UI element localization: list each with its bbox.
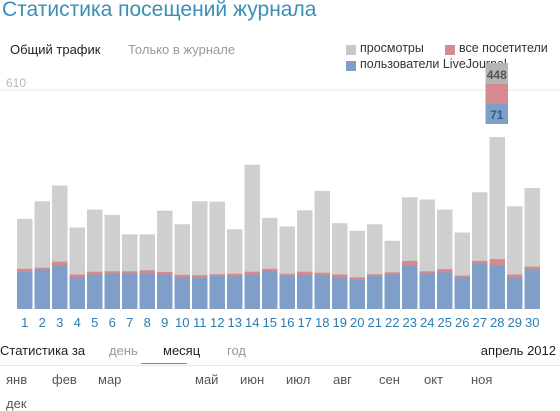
period-month[interactable]: месяц <box>163 343 201 358</box>
current-period: апрель 2012 <box>480 343 556 358</box>
bar-lj-users-5 <box>87 274 103 309</box>
month-sep[interactable]: сен <box>379 372 400 387</box>
month-oct[interactable]: окт <box>424 372 444 387</box>
bar-lj-users-30 <box>524 269 540 309</box>
bar-lj-users-7 <box>122 273 138 309</box>
bar-lj-users-23 <box>402 265 418 309</box>
legend-swatch-all-visitors <box>445 45 455 55</box>
bar-lj-users-11 <box>192 278 208 309</box>
x-tick-label-3: 3 <box>56 315 63 330</box>
tooltip-lj-value: 71 <box>490 108 504 122</box>
tooltip-views-box <box>485 63 508 84</box>
bar-lj-users-21 <box>367 275 383 309</box>
bar-lj-users-1 <box>17 272 33 309</box>
x-tick-label-15: 15 <box>263 315 277 330</box>
month-feb[interactable]: фев <box>52 372 77 387</box>
legend-item-lj-users: пользователи LiveJournal <box>360 57 507 71</box>
x-tick-label-7: 7 <box>126 315 133 330</box>
x-tick-label-13: 13 <box>228 315 242 330</box>
bar-lj-users-9 <box>157 274 173 309</box>
bar-lj-users-26 <box>454 277 470 309</box>
period-year[interactable]: год <box>227 343 246 358</box>
period-day[interactable]: день <box>109 343 138 358</box>
bar-lj-users-8 <box>139 273 155 309</box>
bar-lj-users-6 <box>104 273 120 309</box>
bar-lj-users-2 <box>34 269 50 309</box>
tab-total-traffic[interactable]: Общий трафик <box>10 42 101 57</box>
bar-lj-users-19 <box>332 277 348 309</box>
x-tick-label-25: 25 <box>438 315 452 330</box>
bar-lj-users-20 <box>349 279 365 309</box>
x-tick-label-8: 8 <box>144 315 151 330</box>
month-aug[interactable]: авг <box>333 372 352 387</box>
x-tick-label-29: 29 <box>508 315 522 330</box>
legend-swatch-lj-users <box>346 61 356 71</box>
x-tick-label-27: 27 <box>473 315 487 330</box>
tooltip-lj-box <box>485 104 508 124</box>
tooltip-views-value: 448 <box>487 68 507 82</box>
x-tick-label-24: 24 <box>420 315 434 330</box>
bar-lj-users-14 <box>244 274 260 309</box>
x-tick-label-4: 4 <box>74 315 81 330</box>
x-tick-label-21: 21 <box>368 315 382 330</box>
month-jan[interactable]: янв <box>6 372 28 387</box>
x-tick-label-19: 19 <box>333 315 347 330</box>
bar-lj-users-4 <box>69 277 85 309</box>
x-tick-label-14: 14 <box>245 315 259 330</box>
x-tick-label-10: 10 <box>175 315 189 330</box>
page-title: Статистика посещений журнала <box>2 0 317 21</box>
bar-lj-users-29 <box>507 277 523 309</box>
bar-lj-users-10 <box>174 277 190 309</box>
bar-lj-users-15 <box>262 270 278 309</box>
x-tick-label-18: 18 <box>315 315 329 330</box>
month-jun[interactable]: июн <box>240 372 265 387</box>
x-tick-label-22: 22 <box>385 315 399 330</box>
bar-lj-users-24 <box>419 273 435 309</box>
bar-lj-users-17 <box>297 274 313 309</box>
x-tick-label-2: 2 <box>39 315 46 330</box>
x-tick-label-6: 6 <box>109 315 116 330</box>
x-tick-label-20: 20 <box>350 315 364 330</box>
x-tick-label-5: 5 <box>91 315 98 330</box>
x-tick-label-23: 23 <box>403 315 417 330</box>
x-tick-label-16: 16 <box>280 315 294 330</box>
x-tick-label-11: 11 <box>193 315 207 330</box>
month-jul[interactable]: июл <box>286 372 311 387</box>
months-divider <box>0 365 560 366</box>
month-may[interactable]: май <box>195 372 219 387</box>
bar-lj-users-13 <box>227 276 243 309</box>
x-tick-label-30: 30 <box>525 315 539 330</box>
legend-item-all-visitors: все посетители <box>459 41 548 55</box>
y-max-label: 610 <box>6 76 26 90</box>
legend-item-views: просмотры <box>360 41 424 55</box>
bar-lj-users-3 <box>52 265 68 309</box>
legend-swatch-views <box>346 45 356 55</box>
bar-lj-users-16 <box>279 275 295 309</box>
bar-lj-users-22 <box>384 274 400 309</box>
x-tick-label-12: 12 <box>210 315 224 330</box>
month-dec[interactable]: дек <box>6 396 27 411</box>
x-tick-label-28: 28 <box>490 315 504 330</box>
bar-lj-users-12 <box>209 275 225 309</box>
bar-lj-users-25 <box>437 272 453 309</box>
x-tick-label-26: 26 <box>455 315 469 330</box>
tooltip-visitors-box <box>485 84 508 104</box>
bar-lj-users-27 <box>472 263 488 309</box>
tab-journal-only[interactable]: Только в журнале <box>128 42 236 57</box>
bar-lj-users-18 <box>314 274 330 309</box>
month-nov[interactable]: ноя <box>471 372 493 387</box>
x-tick-label-1: 1 <box>21 315 28 330</box>
x-tick-label-9: 9 <box>161 315 168 330</box>
stats-period-label: Статистика за <box>0 343 86 358</box>
active-period-underline <box>141 363 187 364</box>
x-tick-label-17: 17 <box>298 315 312 330</box>
bar-lj-users-28 <box>489 265 505 309</box>
month-mar[interactable]: мар <box>98 372 122 387</box>
